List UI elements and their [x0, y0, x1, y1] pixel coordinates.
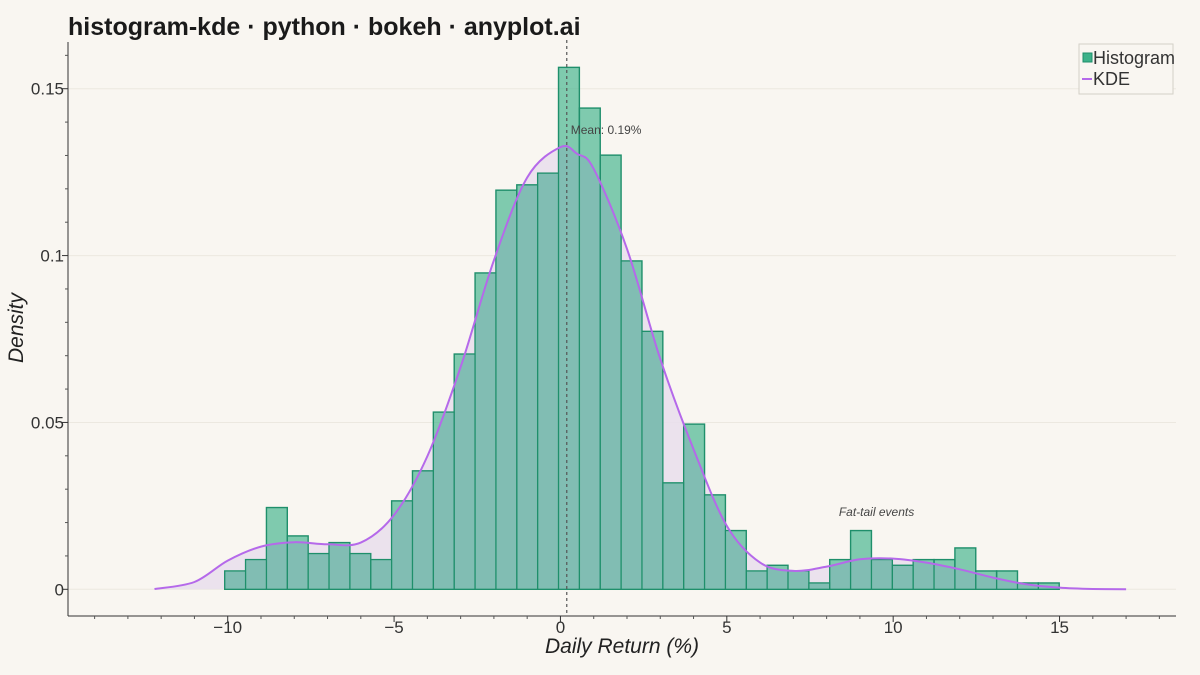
x-axis-label: Daily Return (%) — [545, 635, 699, 658]
histogram-bar-overlap — [288, 536, 308, 589]
y-tick-label: 0.1 — [40, 247, 64, 266]
histogram-bar-overlap — [872, 560, 892, 589]
tick-labels: −10 −5 0 5 10 15 0 0.05 0.1 0.15 — [31, 54, 1160, 637]
histogram-bar-overlap — [308, 554, 329, 589]
histogram-bar-overlap — [788, 571, 809, 589]
histogram-bar-overlap — [413, 471, 433, 589]
histogram-bar-overlap — [371, 560, 391, 589]
histogram-bar-overlap — [830, 560, 850, 589]
x-tick-label: 10 — [884, 618, 903, 637]
histogram-bar-overlap — [746, 571, 767, 589]
histogram-bar-overlap — [559, 145, 579, 589]
y-axis-label: Density — [5, 291, 28, 363]
legend-kde-label: KDE — [1093, 69, 1130, 89]
histogram-bar-overlap — [434, 412, 454, 589]
kde-line — [154, 144, 1127, 591]
legend-histogram-swatch — [1082, 52, 1093, 63]
histogram-bar-overlap — [496, 190, 517, 589]
histogram-bar-overlap — [517, 185, 537, 589]
chart-title: histogram-kde · python · bokeh · anyplot… — [68, 13, 581, 41]
histogram-bar-overlap — [580, 145, 600, 589]
histogram-bar-overlap — [454, 354, 475, 589]
histogram-bar-overlap — [475, 273, 496, 589]
x-tick-label: −5 — [384, 618, 403, 637]
histogram-bar-overlap — [392, 501, 412, 589]
legend: Histogram KDE — [1078, 43, 1175, 95]
fat-tail-annotation: Fat-tail events — [839, 505, 914, 519]
axes — [67, 42, 1176, 617]
mean-annotation: Mean: 0.19% — [571, 123, 642, 137]
legend-histogram-label: Histogram — [1093, 48, 1175, 68]
histogram-bar-overlap — [225, 571, 245, 589]
histogram-bar-overlap — [1018, 583, 1038, 589]
x-tick-label: −10 — [213, 618, 242, 637]
histogram-bar-overlap — [913, 560, 934, 589]
histogram-bar-overlap — [893, 565, 913, 589]
histogram-bar-overlap — [767, 565, 788, 589]
histogram-bars — [224, 66, 1060, 591]
histogram-bar-overlap — [621, 261, 642, 589]
histogram-bar-overlap — [329, 543, 350, 589]
y-tick-label: 0 — [55, 580, 64, 599]
histogram-bar-overlap — [642, 332, 663, 589]
histogram-bar-overlap — [663, 483, 683, 589]
kde-line-layer — [154, 144, 1127, 591]
histogram-bar-overlap — [809, 583, 830, 589]
histogram-bar-overlap — [246, 560, 266, 589]
histogram-bar-overlap — [350, 554, 371, 589]
histogram-bar-overlap — [684, 424, 704, 589]
histogram-bar-overlap — [600, 155, 621, 589]
x-tick-label: 5 — [722, 618, 731, 637]
histogram-bar-overlap — [705, 495, 725, 589]
x-tick-label: 15 — [1050, 618, 1069, 637]
x-tick-label: 0 — [556, 618, 565, 637]
y-tick-label: 0.15 — [31, 80, 64, 99]
histogram-bar-overlap — [538, 173, 558, 589]
y-tick-label: 0.05 — [31, 413, 64, 432]
legend-box — [1078, 43, 1174, 95]
